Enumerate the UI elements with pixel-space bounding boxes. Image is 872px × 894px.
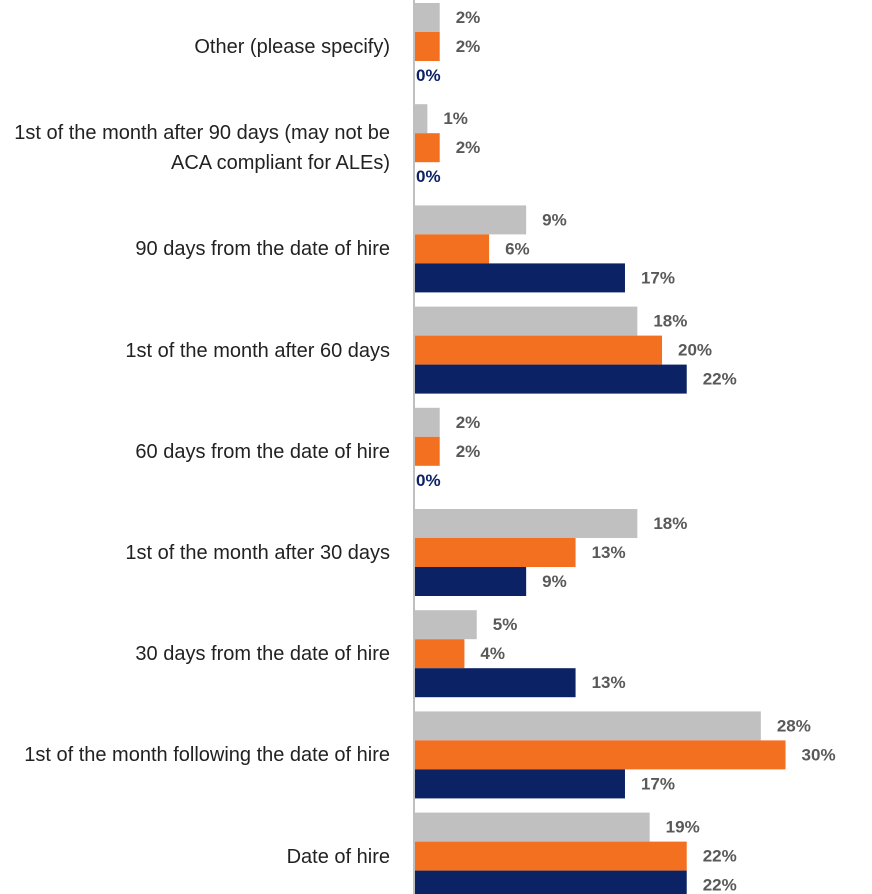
category-label: Other (please specify) [194, 36, 390, 58]
value-label: 30% [802, 745, 836, 764]
category-label: Date of hire [286, 845, 390, 868]
bar [415, 205, 527, 235]
category-label: 1st of the month after 90 days (may not … [14, 122, 390, 175]
bar [415, 509, 638, 538]
category-label: 1st of the month after 60 days [125, 339, 390, 362]
value-label: 22% [703, 370, 737, 389]
value-label: 17% [641, 774, 675, 793]
bar [415, 104, 428, 134]
value-label: 13% [592, 543, 626, 562]
category-label: 30 days from the date of hire [135, 643, 390, 666]
category-label: 1st of the month after 30 days [125, 542, 390, 564]
category-label: 1st of the month following the date of h… [24, 744, 390, 767]
bar [415, 870, 687, 894]
category-label: 60 days from the date of hire [135, 440, 390, 463]
bar [415, 263, 625, 293]
bar [415, 133, 440, 163]
value-label: 17% [641, 268, 675, 287]
bar [415, 610, 477, 640]
category-label: 90 days from the date of hire [135, 238, 390, 261]
value-label: 22% [703, 876, 737, 894]
bar [415, 32, 440, 61]
bar [415, 306, 638, 336]
bar [415, 769, 625, 799]
value-label: 5% [493, 615, 518, 634]
value-label: 2% [456, 37, 481, 56]
value-label: 4% [480, 644, 505, 663]
value-label: 13% [592, 673, 626, 692]
bar [415, 335, 663, 365]
value-label: 2% [456, 8, 481, 27]
value-label: 0% [416, 471, 441, 490]
bar [415, 841, 687, 871]
value-label: 22% [703, 847, 737, 866]
value-label: 2% [456, 413, 481, 432]
bar [415, 711, 761, 741]
bar [415, 407, 440, 437]
bar [415, 639, 465, 669]
value-label: 0% [416, 167, 441, 186]
value-label: 20% [678, 341, 712, 360]
value-label: 18% [653, 312, 687, 331]
bar [415, 538, 576, 567]
value-label: 1% [443, 109, 468, 128]
value-label: 2% [456, 138, 481, 157]
bar [415, 436, 440, 466]
bar [415, 234, 490, 264]
bar [415, 567, 527, 596]
value-label: 19% [666, 818, 700, 837]
value-label: 28% [777, 716, 811, 735]
bar [415, 668, 576, 698]
value-label: 9% [542, 210, 567, 229]
value-label: 6% [505, 239, 530, 258]
value-label: 18% [653, 514, 687, 533]
value-label: 0% [416, 66, 441, 85]
bar [415, 812, 650, 842]
value-label: 2% [456, 442, 481, 461]
bar [415, 364, 687, 394]
bar [415, 740, 786, 770]
bar [415, 3, 440, 32]
value-label: 9% [542, 572, 567, 591]
